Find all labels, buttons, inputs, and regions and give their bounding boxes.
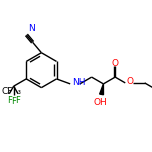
Text: F: F — [11, 97, 16, 106]
Text: ₃: ₃ — [13, 87, 21, 96]
Polygon shape — [100, 84, 104, 95]
Text: OH: OH — [94, 98, 107, 107]
Text: F: F — [16, 96, 21, 105]
Text: NH: NH — [72, 78, 86, 87]
Text: CF: CF — [1, 87, 13, 96]
Text: F: F — [7, 96, 12, 105]
Text: O: O — [111, 59, 118, 68]
Text: O: O — [127, 78, 134, 86]
Text: N: N — [28, 24, 35, 33]
